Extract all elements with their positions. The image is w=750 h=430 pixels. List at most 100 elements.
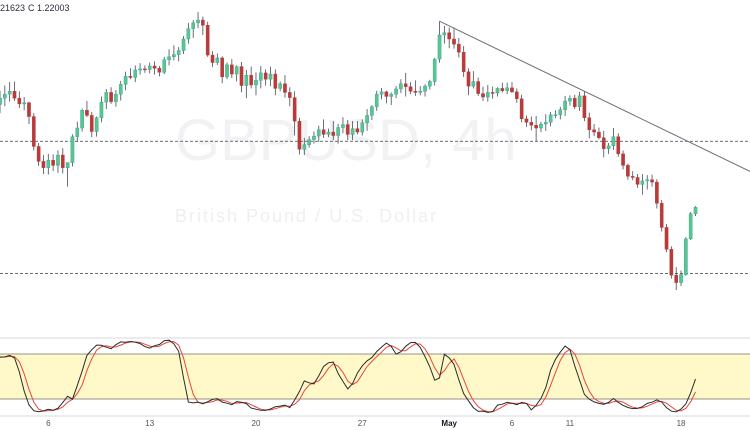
trendline[interactable] bbox=[439, 20, 750, 172]
candle-up bbox=[611, 136, 616, 147]
candle-up bbox=[606, 145, 611, 149]
watermark-symbol: GBPUSD, 4h bbox=[175, 108, 517, 173]
candle-up bbox=[399, 83, 403, 90]
candle-up bbox=[558, 109, 563, 116]
candle-up bbox=[254, 80, 258, 86]
candle-up bbox=[688, 213, 693, 240]
candle-down bbox=[283, 83, 287, 93]
candle-down bbox=[582, 95, 587, 118]
candle-down bbox=[230, 64, 234, 75]
candle-up bbox=[7, 91, 12, 95]
candle-up bbox=[0, 97, 2, 105]
candle-down bbox=[655, 181, 659, 204]
candle-up bbox=[370, 106, 374, 116]
candle-down bbox=[297, 120, 302, 150]
candle-down bbox=[461, 52, 466, 72]
candle-down bbox=[452, 38, 456, 45]
time-tick-label: 6 bbox=[46, 419, 51, 428]
time-axis[interactable]: 6 13 20 27 May 6 11 18 bbox=[46, 419, 686, 428]
candle-down bbox=[210, 54, 215, 63]
candle-up bbox=[215, 57, 220, 63]
candle-up bbox=[181, 38, 186, 51]
candle-up bbox=[350, 128, 355, 135]
candle-down bbox=[572, 97, 577, 107]
candle-up bbox=[442, 32, 447, 36]
candle-up bbox=[679, 274, 683, 283]
candle-up bbox=[172, 54, 176, 58]
candle-up bbox=[65, 162, 70, 168]
candle-down bbox=[601, 137, 606, 149]
candle-down bbox=[597, 131, 601, 139]
candle-down bbox=[408, 86, 413, 92]
candle-down bbox=[490, 92, 495, 94]
candle-up bbox=[312, 135, 316, 140]
candle-up bbox=[432, 58, 437, 82]
candle-down bbox=[239, 66, 244, 86]
candle-down bbox=[51, 160, 55, 166]
candle-down bbox=[32, 116, 36, 147]
candle-up bbox=[118, 84, 123, 95]
candle-up bbox=[539, 123, 543, 129]
candle-down bbox=[273, 73, 278, 89]
ohlc-close: C 1.22003 bbox=[28, 3, 70, 13]
candle-down bbox=[500, 88, 505, 91]
candle-down bbox=[635, 177, 640, 185]
stoch-band bbox=[0, 354, 750, 399]
candle-up bbox=[336, 127, 340, 136]
candle-up bbox=[423, 85, 427, 92]
candle-up bbox=[326, 131, 331, 135]
candle-up bbox=[99, 101, 104, 118]
candle-down bbox=[292, 97, 297, 122]
candle-down bbox=[457, 43, 461, 53]
watermark: GBPUSD, 4h British Pound / U.S. Dollar bbox=[175, 108, 517, 226]
candle-up bbox=[259, 72, 263, 81]
candle-down bbox=[587, 117, 592, 130]
candle-down bbox=[384, 91, 389, 97]
candle-down bbox=[630, 176, 635, 178]
candle-down bbox=[403, 83, 408, 87]
horizontal-levels[interactable] bbox=[0, 140, 750, 274]
candle-down bbox=[321, 129, 326, 135]
candle-down bbox=[220, 57, 224, 78]
candle-up bbox=[3, 93, 7, 99]
candle-down bbox=[592, 129, 596, 133]
candle-up bbox=[162, 59, 167, 73]
time-tick-label: May bbox=[441, 419, 457, 428]
candle-up bbox=[225, 64, 229, 78]
time-tick-label: 27 bbox=[358, 419, 367, 428]
candle-up bbox=[75, 127, 80, 137]
candle-down bbox=[89, 115, 94, 132]
candle-up bbox=[302, 144, 307, 150]
candle-down bbox=[650, 179, 654, 183]
candle-up bbox=[543, 122, 548, 125]
time-tick-label: 20 bbox=[252, 419, 261, 428]
candle-down bbox=[447, 32, 451, 40]
time-tick-label: 6 bbox=[510, 419, 515, 428]
candle-up bbox=[428, 81, 432, 87]
candle-up bbox=[114, 93, 118, 102]
candle-up bbox=[640, 180, 645, 185]
candle-up bbox=[471, 81, 476, 87]
candle-down bbox=[36, 146, 41, 162]
ohlc-open-partial: 21623 bbox=[0, 3, 26, 13]
price-candles bbox=[0, 12, 698, 291]
candle-down bbox=[157, 68, 162, 73]
candle-up bbox=[645, 179, 650, 182]
candle-up bbox=[495, 88, 500, 94]
candle-down bbox=[355, 128, 360, 133]
candle-down bbox=[481, 93, 485, 98]
candle-down bbox=[466, 71, 471, 87]
candle-down bbox=[263, 72, 268, 80]
candle-up bbox=[341, 124, 345, 128]
watermark-name: British Pound / U.S. Dollar bbox=[175, 206, 438, 226]
candle-down bbox=[17, 97, 22, 105]
candle-down bbox=[664, 227, 669, 250]
candle-up bbox=[22, 102, 26, 105]
candle-up bbox=[80, 110, 84, 129]
candle-down bbox=[534, 124, 538, 129]
candle-up bbox=[379, 91, 384, 95]
candle-down bbox=[626, 165, 630, 177]
candle-down bbox=[249, 74, 253, 86]
candle-down bbox=[659, 203, 664, 228]
